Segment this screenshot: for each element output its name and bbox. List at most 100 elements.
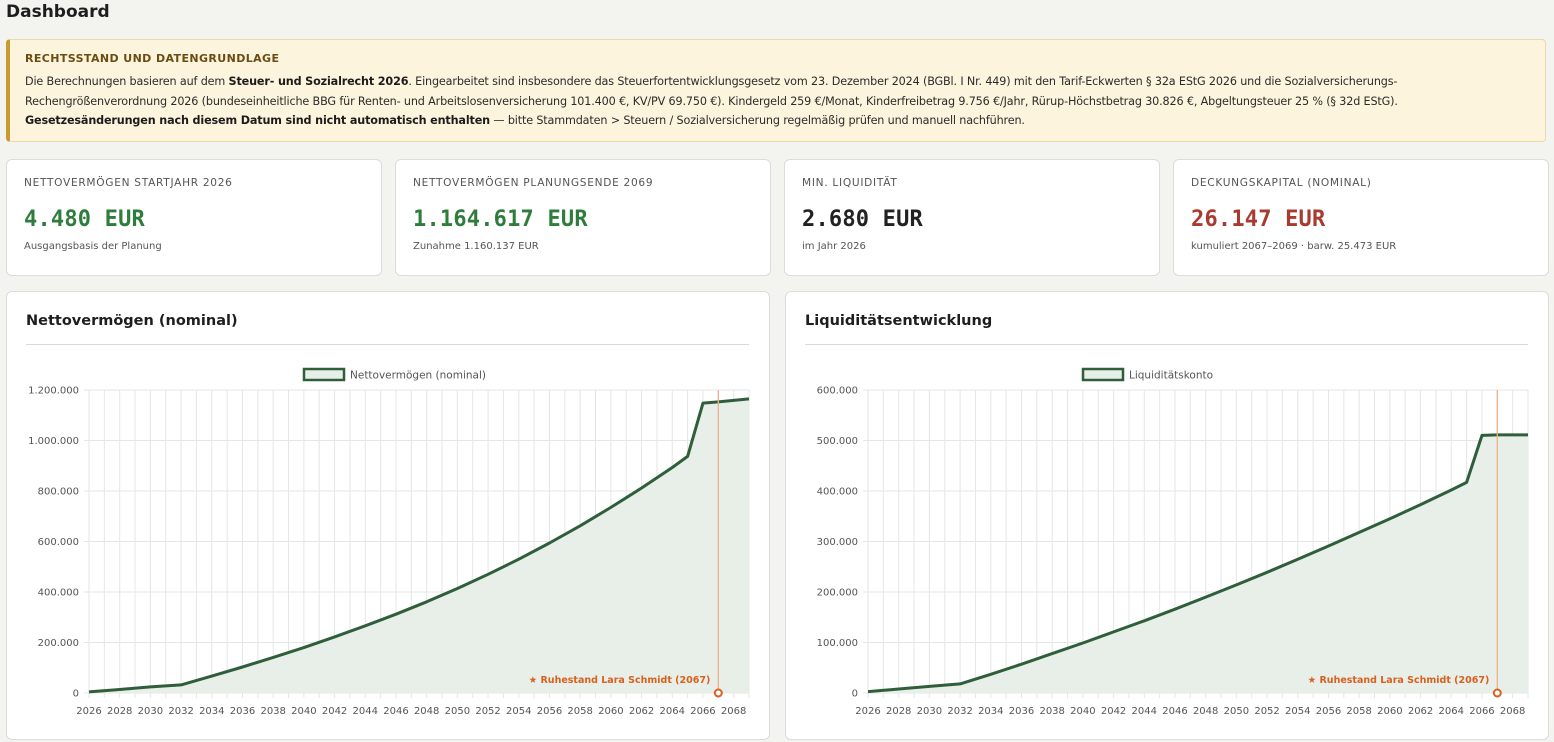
x-tick-label: 2030 — [917, 706, 942, 717]
retirement-marker-dot — [713, 688, 723, 698]
retirement-marker-dot — [1492, 688, 1502, 698]
x-tick-label: 2046 — [383, 706, 408, 717]
kpi-label: NETTOVERMÖGEN STARTJAHR 2026 — [24, 177, 233, 189]
series-line — [867, 433, 1528, 694]
y-tick-label: 600.000 — [817, 386, 858, 397]
y-tick-label: 100.000 — [817, 638, 858, 649]
page-title: Dashboard — [6, 2, 110, 22]
kpi-card-net-start: NETTOVERMÖGEN STARTJAHR 2026 4.480 EUR A… — [6, 159, 382, 276]
chart-title: Nettovermögen (nominal) — [26, 313, 238, 329]
divider — [26, 344, 749, 345]
y-tick-label: 300.000 — [817, 537, 858, 548]
x-tick-label: 2032 — [947, 706, 972, 717]
x-tick-label: 2064 — [1439, 706, 1464, 717]
y-tick-label: 400.000 — [38, 588, 79, 599]
kpi-label: MIN. LIQUIDITÄT — [802, 177, 898, 189]
x-tick-label: 2052 — [1254, 706, 1279, 717]
kpi-value: 2.680 EUR — [802, 207, 924, 232]
chart-card-liquidity: Liquiditätsentwicklung 0 100.000 200.000 30… — [785, 291, 1549, 740]
x-tick-label: 2026 — [76, 706, 101, 717]
x-tick-label: 2050 — [445, 706, 470, 717]
x-tick-label: 2064 — [660, 706, 685, 717]
kpi-value: 4.480 EUR — [24, 207, 146, 232]
x-tick-label: 2056 — [1316, 706, 1341, 717]
x-tick-label: 2066 — [690, 706, 715, 717]
x-tick-label: 2040 — [1070, 706, 1095, 717]
legend-label: Liquiditätskonto — [1129, 370, 1213, 382]
x-tick-label: 2060 — [598, 706, 623, 717]
x-tick-label: 2036 — [1009, 706, 1034, 717]
divider — [805, 344, 1528, 345]
notice-bold-2: Gesetzesänderungen nach diesem Datum sin… — [25, 114, 490, 127]
series-area-fill — [868, 434, 1528, 693]
kpi-subtext: Zunahme 1.160.137 EUR — [413, 241, 539, 252]
y-tick-label: 200.000 — [38, 638, 79, 649]
y-tick-label: 0 — [73, 689, 79, 700]
x-tick-label: 2060 — [1377, 706, 1402, 717]
x-tick-label: 2042 — [1101, 706, 1126, 717]
series-area-fill — [89, 398, 749, 693]
kpi-subtext: Ausgangsbasis der Planung — [24, 241, 162, 252]
x-tick-label: 2046 — [1162, 706, 1187, 717]
x-tick-label: 2044 — [1132, 706, 1157, 717]
x-tick-label: 2068 — [1500, 706, 1525, 717]
notice-text-3: — bitte Stammdaten > Steuern / Sozialver… — [489, 114, 1025, 127]
retirement-annotation: ★ Ruhestand Lara Schmidt (2067) — [529, 675, 711, 686]
kpi-value: 26.147 EUR — [1191, 207, 1326, 232]
x-tick-label: 2044 — [353, 706, 378, 717]
x-tick-label: 2028 — [107, 706, 132, 717]
y-tick-label: 500.000 — [817, 436, 858, 447]
net-worth-chart: 0 200.000 400.000 600.000 800.000 1.000.000 1.… — [28, 367, 750, 717]
y-tick-label: 600.000 — [38, 537, 79, 548]
y-tick-label: 1.000.000 — [28, 436, 79, 447]
notice-text: Die Berechnungen basieren auf dem Steuer… — [25, 72, 1529, 131]
y-tick-label: 0 — [852, 689, 858, 700]
x-tick-label: 2042 — [322, 706, 347, 717]
x-tick-label: 2058 — [567, 706, 592, 717]
chart-title: Liquiditätsentwicklung — [805, 313, 993, 329]
x-tick-label: 2026 — [855, 706, 880, 717]
kpi-card-net-end: NETTOVERMÖGEN PLANUNGSENDE 2069 1.164.61… — [395, 159, 771, 276]
y-tick-label: 800.000 — [38, 487, 79, 498]
x-tick-label: 2032 — [168, 706, 193, 717]
x-tick-label: 2034 — [978, 706, 1003, 717]
notice-text-2: . Eingearbeitet sind insbesondere das St… — [25, 75, 1398, 108]
x-tick-label: 2034 — [199, 706, 224, 717]
series-line — [88, 397, 750, 694]
kpi-subtext: im Jahr 2026 — [802, 241, 866, 252]
x-tick-label: 2050 — [1224, 706, 1249, 717]
legal-notice: RECHTSSTAND UND DATENGRUNDLAGE Die Berec… — [6, 39, 1546, 142]
x-tick-label: 2056 — [537, 706, 562, 717]
y-tick-label: 1.200.000 — [28, 386, 79, 397]
x-tick-label: 2040 — [291, 706, 316, 717]
x-tick-label: 2058 — [1346, 706, 1371, 717]
x-tick-label: 2038 — [260, 706, 285, 717]
legend-label: Nettovermögen (nominal) — [350, 370, 486, 382]
kpi-card-min-liquidity: MIN. LIQUIDITÄT 2.680 EUR im Jahr 2026 — [784, 159, 1160, 276]
kpi-value: 1.164.617 EUR — [413, 207, 588, 232]
notice-heading: RECHTSSTAND UND DATENGRUNDLAGE — [25, 52, 280, 65]
x-tick-label: 2052 — [475, 706, 500, 717]
liquidity-chart: 0 100.000 200.000 300.000 400.000 500.000 600.… — [817, 367, 1529, 717]
retirement-annotation: ★ Ruhestand Lara Schmidt (2067) — [1308, 675, 1490, 686]
chart-card-net-worth: Nettovermögen (nominal) 0 200.000 400.000 6… — [6, 291, 770, 740]
x-tick-label: 2030 — [138, 706, 163, 717]
x-tick-label: 2062 — [629, 706, 654, 717]
kpi-card-coverage-capital: DECKUNGSKAPITAL (NOMINAL) 26.147 EUR kum… — [1173, 159, 1549, 276]
y-tick-label: 400.000 — [817, 487, 858, 498]
legend-swatch — [302, 367, 346, 382]
notice-bold-1: Steuer- und Sozialrecht 2026 — [228, 75, 409, 88]
x-tick-label: 2054 — [506, 706, 531, 717]
x-tick-label: 2038 — [1039, 706, 1064, 717]
x-tick-label: 2048 — [414, 706, 439, 717]
x-tick-label: 2048 — [1193, 706, 1218, 717]
notice-text-1: Die Berechnungen basieren auf dem — [25, 75, 229, 88]
x-tick-label: 2066 — [1469, 706, 1494, 717]
kpi-subtext: kumuliert 2067–2069 · barw. 25.473 EUR — [1191, 241, 1397, 252]
kpi-label: NETTOVERMÖGEN PLANUNGSENDE 2069 — [413, 177, 654, 189]
x-tick-label: 2068 — [721, 706, 746, 717]
legend-swatch — [1081, 367, 1125, 382]
x-tick-label: 2054 — [1285, 706, 1310, 717]
kpi-label: DECKUNGSKAPITAL (NOMINAL) — [1191, 177, 1372, 189]
x-tick-label: 2028 — [886, 706, 911, 717]
